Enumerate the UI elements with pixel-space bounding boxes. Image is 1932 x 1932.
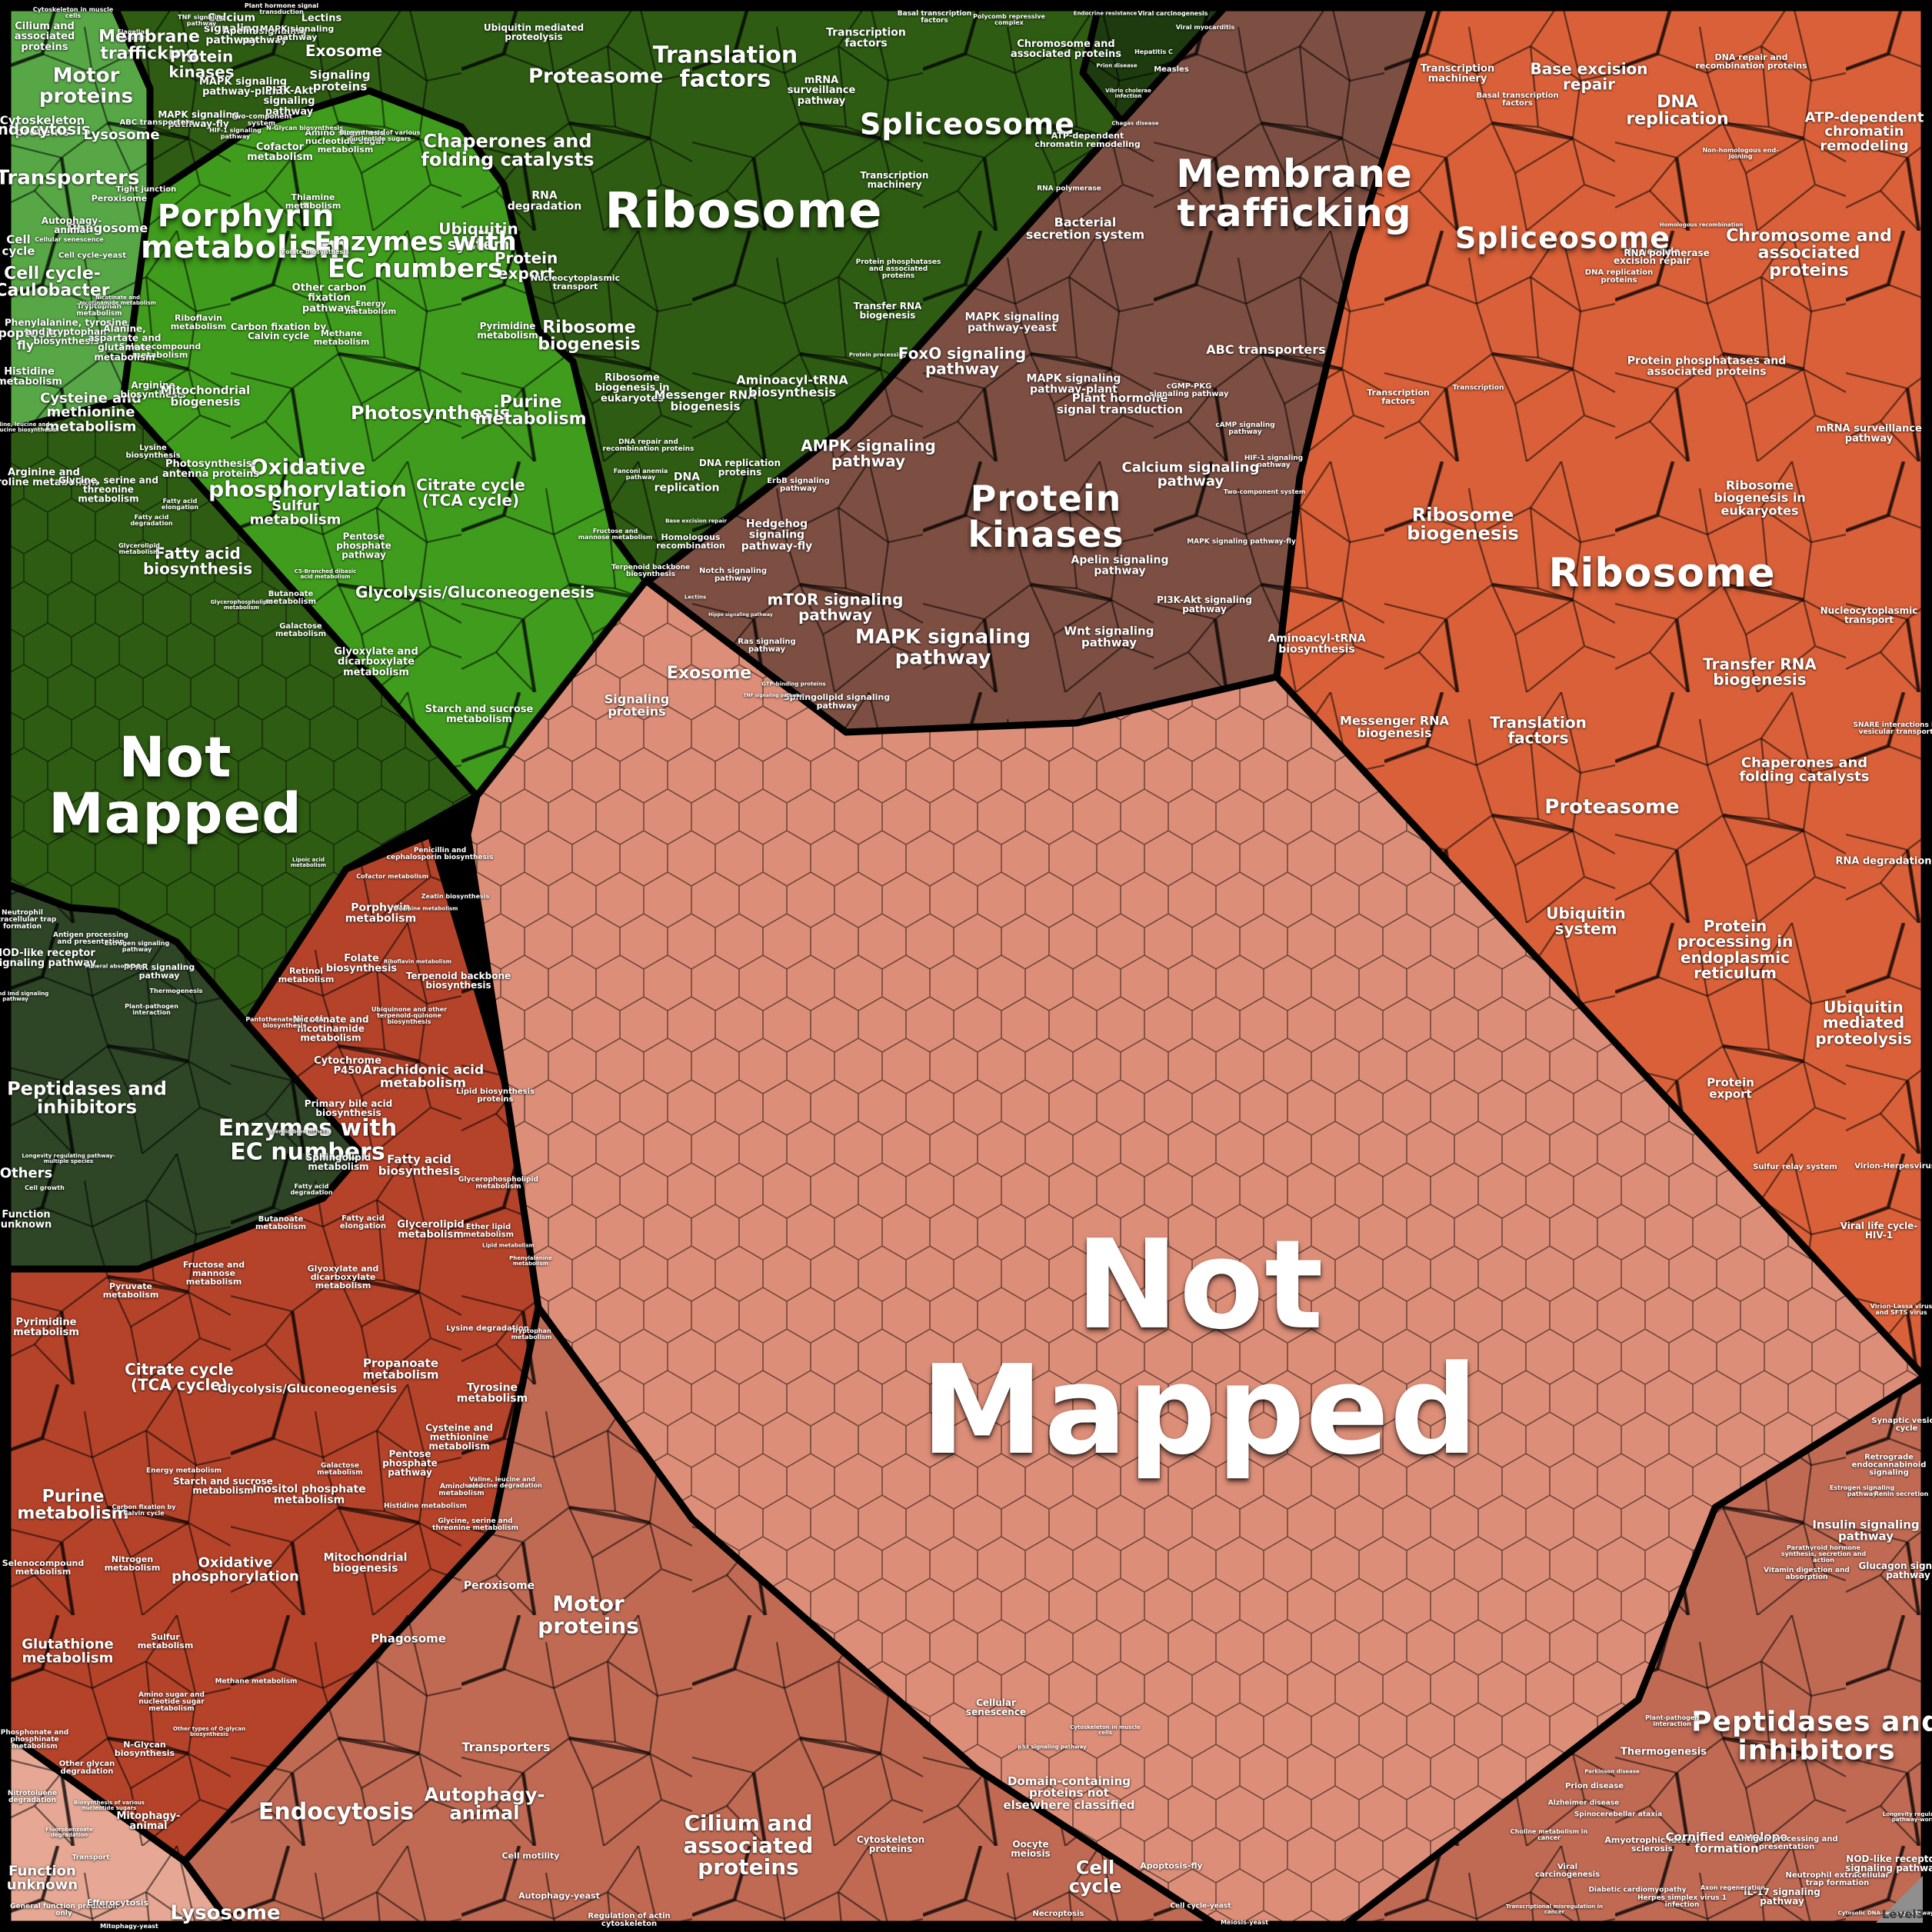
level-badge-text: Level3 — [1881, 1907, 1924, 1921]
level-badge: Level3 — [1870, 1907, 1927, 1926]
level-badge-triangle — [1874, 1874, 1924, 1924]
